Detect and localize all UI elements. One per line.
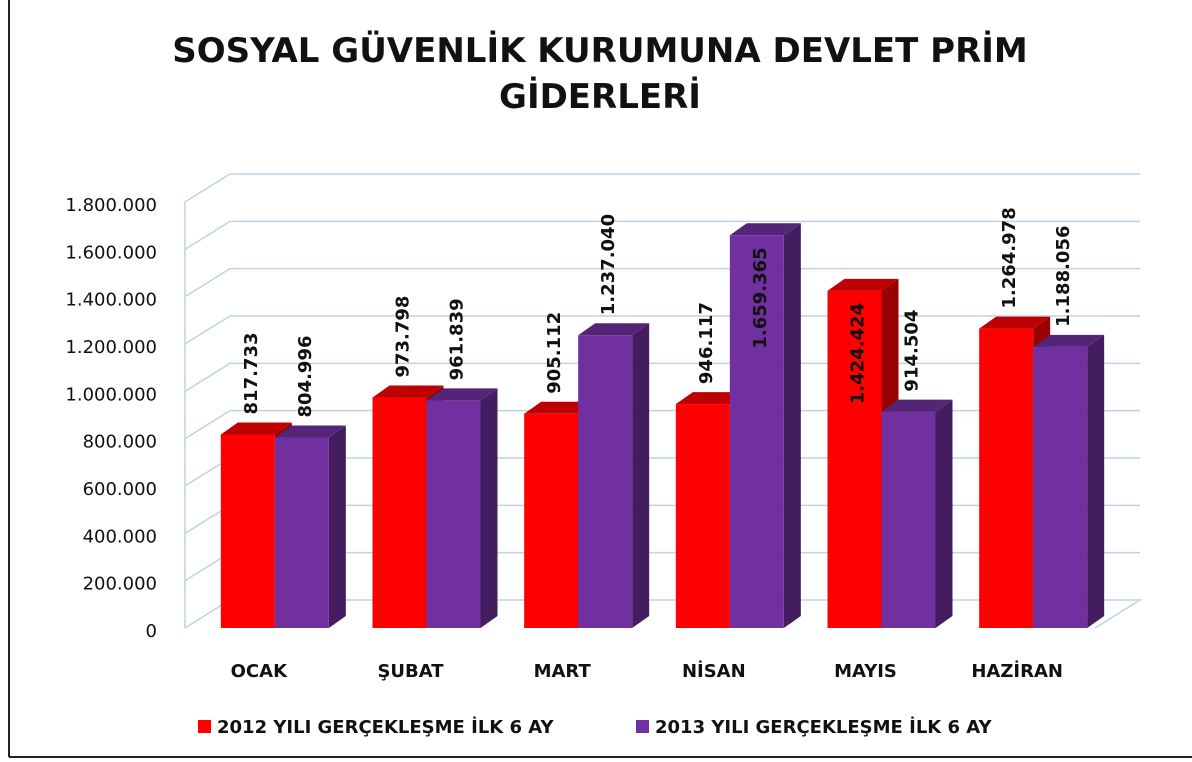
value-label: 914.504 [902,310,923,392]
y-tick-label: 1.000.000 [65,384,157,405]
grid-line [184,220,1140,250]
chart-title: SOSYAL GÜVENLİK KURUMUNA DEVLET PRİM GİD… [172,31,1028,117]
bar-top [220,422,292,435]
bar [578,335,633,628]
y-tick-label: 1.600.000 [65,242,157,263]
grid-line [184,173,1140,203]
y-tick-label: 1.800.000 [65,195,157,216]
bar-top [881,399,953,412]
bar-side [1087,334,1105,628]
bar-top [729,223,801,236]
bar-top [426,388,498,401]
y-tick-label: 800.000 [83,432,157,453]
legend-swatch [198,720,211,733]
bar-top [1033,334,1105,347]
value-label: 973.798 [393,296,414,378]
x-tick-label: MAYIS [834,661,897,682]
bar-top [524,401,596,414]
bar-top [578,323,650,336]
y-tick-label: 1.400.000 [65,290,157,311]
value-label: 1.188.056 [1053,225,1074,326]
legend-label: 2012 YILI GERÇEKLEŞME İLK 6 AY [217,716,554,738]
bar [372,397,427,628]
bar [827,290,882,628]
legend-swatch [636,720,649,733]
y-tick-label: 200.000 [83,574,157,595]
bar [274,437,329,628]
x-tick-label: MART [534,661,592,682]
bar-side [328,425,346,628]
value-label: 905.112 [544,312,565,394]
bar [524,413,579,628]
bar-top [979,316,1051,329]
x-tick-label: ŞUBAT [377,661,444,682]
bar [220,434,275,628]
bar-side [935,399,953,628]
y-tick-label: 0 [146,621,157,642]
y-tick-label: 600.000 [83,479,157,500]
bar-top [372,385,444,398]
bar [675,404,730,628]
y-tick-label: 1.200.000 [65,337,157,358]
value-label: 946.117 [696,302,717,384]
bar [1033,346,1088,628]
value-label: 1.424.424 [848,303,869,404]
x-tick-label: HAZİRAN [971,660,1063,682]
bar-side [632,323,650,628]
x-tick-label: NİSAN [682,660,746,682]
y-tick-label: 400.000 [83,526,157,547]
bar-top [675,392,747,405]
grid-line [184,267,1140,298]
bar [881,411,936,628]
value-label: 1.659.365 [750,247,771,348]
legend-label: 2013 YILI GERÇEKLEŞME İLK 6 AY [655,716,992,738]
value-label: 961.839 [447,298,468,380]
bar [979,328,1034,628]
bar [426,400,481,628]
value-label: 817.733 [241,332,262,414]
x-tick-label: OCAK [231,661,288,682]
value-label: 1.237.040 [598,214,619,315]
bar-side [783,223,801,628]
value-label: 1.264.978 [999,207,1020,308]
bar [729,235,784,628]
bar-top [827,278,899,291]
value-label: 804.996 [295,335,316,417]
bar-side [480,388,498,628]
bar-top [274,425,346,438]
